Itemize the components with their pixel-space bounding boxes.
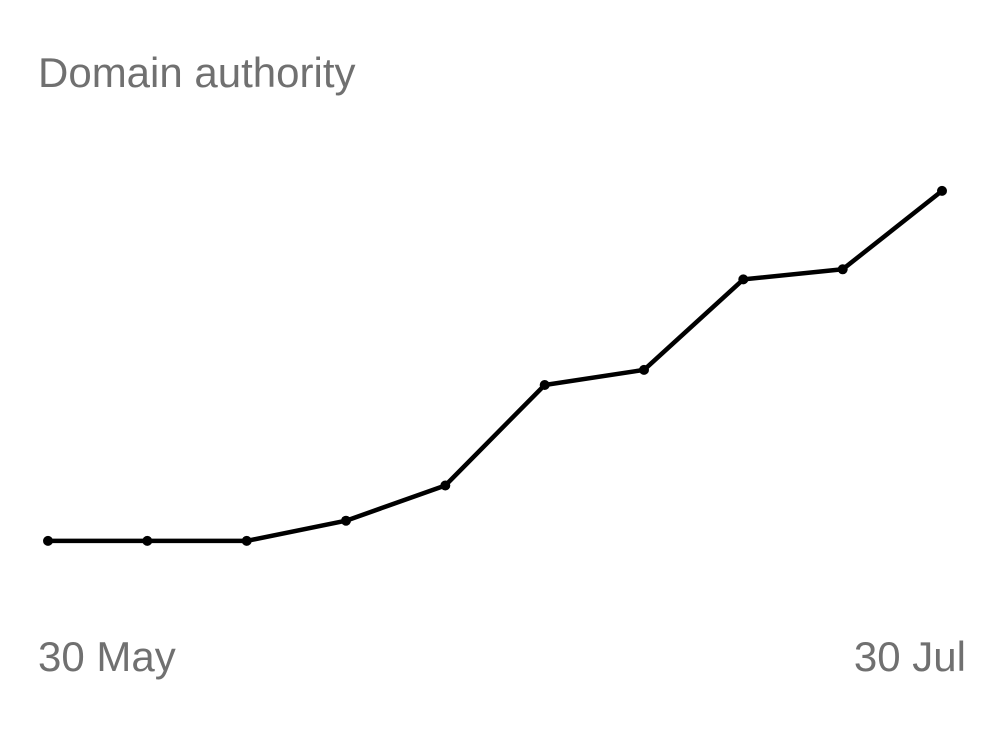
- data-point-3: [341, 515, 351, 526]
- data-point-6: [639, 364, 649, 375]
- chart-title: Domain authority: [38, 49, 356, 96]
- data-point-7: [738, 274, 749, 285]
- data-point-9: [937, 185, 947, 196]
- data-point-4: [440, 480, 451, 491]
- data-point-0: [43, 535, 53, 546]
- x-tick-label-start: 30 May: [38, 633, 176, 680]
- data-point-8: [837, 264, 848, 275]
- data-point-1: [142, 535, 153, 546]
- x-tick-label-end: 30 Jul: [853, 633, 966, 680]
- data-point-5: [539, 380, 550, 390]
- series-line: [45, 188, 945, 544]
- data-point-2: [241, 535, 252, 546]
